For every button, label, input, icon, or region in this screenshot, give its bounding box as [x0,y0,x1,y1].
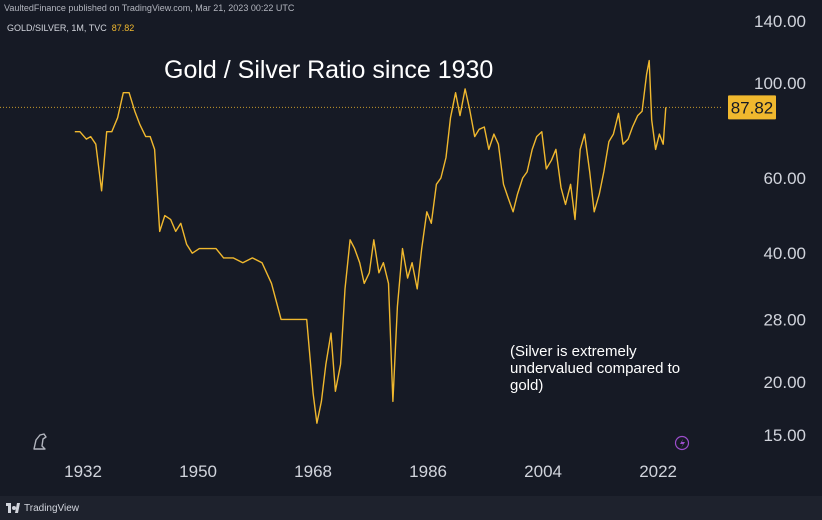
y-tick-label: 28.00 [763,310,806,329]
dinosaur-logo-icon[interactable] [33,433,47,450]
x-tick-label: 2022 [639,462,677,481]
ratio-series-line [74,59,667,424]
chart-title: Gold / Silver Ratio since 1930 [164,56,494,84]
y-tick-label: 100.00 [754,74,806,93]
price-axis-area [722,0,822,496]
x-tick-label: 1932 [64,462,102,481]
symbol-legend[interactable]: GOLD/SILVER, 1M, TVC 87.82 [7,23,134,33]
chart-canvas[interactable]: 140.00 100.00 60.00 40.00 28.00 20.00 15.00 87.… [0,0,822,496]
x-tick-label: 2004 [524,462,562,481]
publish-info: VaultedFinance published on TradingView.… [4,3,295,13]
symbol-last-value: 87.82 [111,23,135,33]
flash-icon[interactable] [674,435,690,451]
y-tick-label: 20.00 [763,373,806,392]
annotation-text: (Silver is extremely undervalued compare… [510,343,681,394]
y-tick-label: 140.00 [754,12,806,31]
footer-bar: TradingView [0,496,822,520]
x-tick-label: 1950 [179,462,217,481]
x-tick-label: 1968 [294,462,332,481]
footer-brand[interactable]: TradingView [24,502,80,514]
tradingview-logo-icon[interactable] [6,503,20,513]
chart-annotation: (Silver is extremely undervalued compare… [510,343,690,394]
flash-icon-bolt [680,439,685,448]
y-tick-label: 15.00 [763,426,806,445]
x-tick-label: 1986 [409,462,447,481]
y-tick-label: 60.00 [763,169,806,188]
y-tick-label: 40.00 [763,244,806,263]
last-value-badge-label: 87.82 [731,98,774,117]
symbol-label: GOLD/SILVER, 1M, TVC [7,23,107,33]
last-value-badge [728,95,776,120]
